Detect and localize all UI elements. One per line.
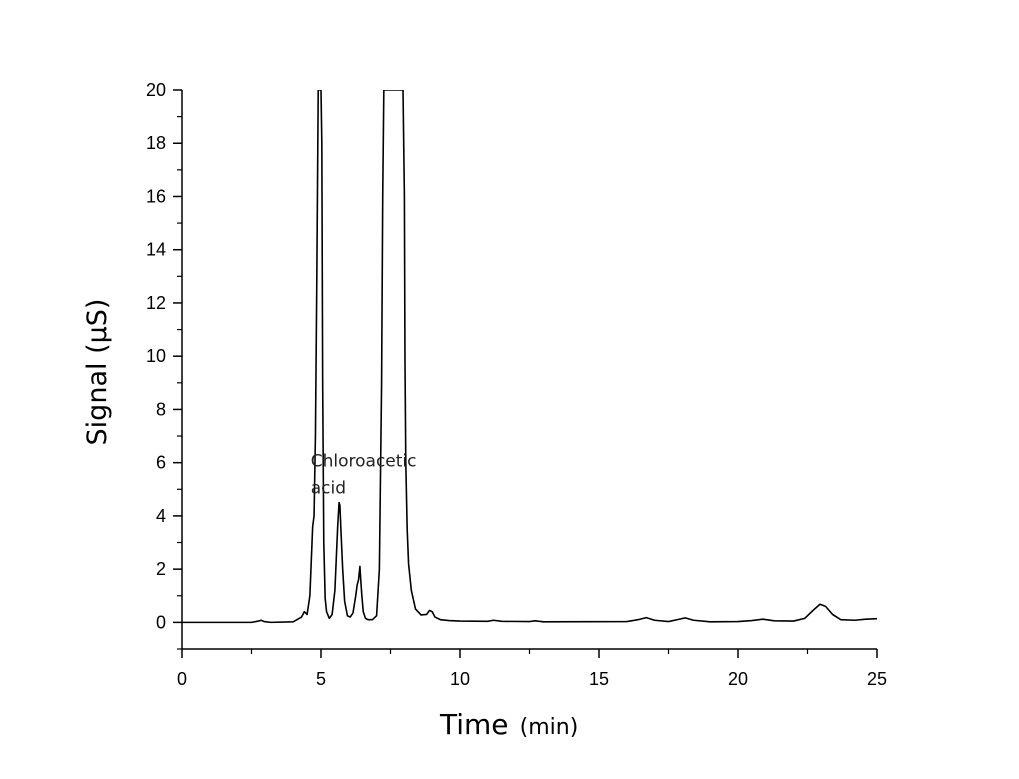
y-tick-label: 4 bbox=[156, 506, 166, 526]
y-tick-label: 2 bbox=[156, 559, 166, 579]
x-tick-label: 10 bbox=[450, 669, 470, 689]
y-tick-label: 14 bbox=[146, 240, 166, 260]
x-axis-title-main: Time bbox=[439, 708, 509, 741]
plot-area: 0 2 4 6 8 10 12 14 16 18 20 0 5 10 15 20 25 Chloroacetic a… bbox=[146, 80, 887, 689]
x-tick-label: 20 bbox=[728, 669, 748, 689]
annotation-line: Chloroacetic bbox=[311, 452, 417, 472]
annotation-line: acid bbox=[311, 479, 346, 499]
series-line bbox=[182, 90, 878, 624]
x-axis-title-unit: (min) bbox=[520, 715, 579, 740]
y-tick-label: 8 bbox=[156, 399, 166, 419]
x-tick-label: 25 bbox=[867, 669, 887, 689]
y-tick-label: 10 bbox=[146, 346, 166, 366]
y-tick-label: 12 bbox=[146, 293, 166, 313]
y-tick-label: 6 bbox=[156, 453, 166, 473]
y-tick-label: 20 bbox=[146, 80, 166, 100]
y-tick-label: 18 bbox=[146, 133, 166, 153]
annotation-label: Chloroacetic acid bbox=[311, 452, 417, 499]
x-tick-label: 0 bbox=[177, 669, 187, 689]
x-tick-label: 15 bbox=[589, 669, 609, 689]
x-tick-label: 5 bbox=[316, 669, 326, 689]
y-tick-label: 16 bbox=[146, 186, 166, 206]
y-tick-label: 0 bbox=[156, 612, 166, 632]
y-axis-title: Signal (µS) bbox=[82, 299, 113, 446]
x-axis-title: Time (min) bbox=[439, 708, 578, 741]
